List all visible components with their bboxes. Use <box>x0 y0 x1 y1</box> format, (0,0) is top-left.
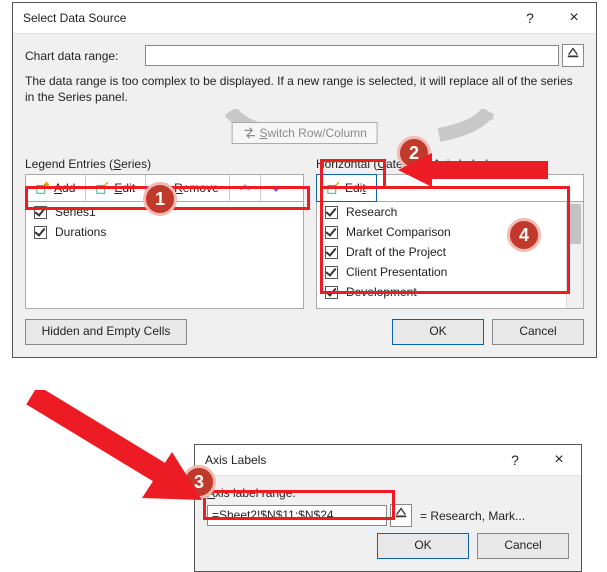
axis-labels-dialog: Axis Labels ? × Axis label range: =Sheet… <box>194 444 582 572</box>
close-button[interactable]: × <box>537 445 581 475</box>
axis-item-label: Market Comparison <box>346 225 451 239</box>
ok-button[interactable]: OK <box>377 533 469 559</box>
switch-icon <box>242 126 256 140</box>
list-item[interactable]: Research <box>317 202 567 222</box>
cancel-button[interactable]: Cancel <box>477 533 569 559</box>
add-label: dd <box>62 181 75 195</box>
dialog-body: Axis label range: =Sheet2!$N$11:$N$24 = … <box>195 476 581 571</box>
list-item[interactable]: Series1 <box>26 202 303 222</box>
axis-labels-header: Horizontal (Category) Axis Labels <box>316 157 584 171</box>
close-button[interactable]: × <box>552 3 596 33</box>
help-button[interactable]: ? <box>493 445 537 475</box>
axis-item-label: Draft of the Project <box>346 245 446 259</box>
list-item[interactable]: Client Presentation <box>317 262 567 282</box>
series-listbox[interactable]: Series1 Durations <box>25 202 304 309</box>
dialog-title: Select Data Source <box>13 11 508 25</box>
axis-listbox[interactable]: Research Market Comparison Draft of the … <box>316 202 584 309</box>
cancel-button[interactable]: Cancel <box>492 319 584 345</box>
switch-row-column-button: Switch Row/Column <box>231 122 378 144</box>
add-button[interactable]: Add <box>26 175 86 201</box>
range-picker-button[interactable] <box>390 504 412 527</box>
remove-label: emove <box>183 181 219 195</box>
dialog-footer: Hidden and Empty Cells OK Cancel <box>25 319 584 345</box>
checkbox[interactable] <box>34 226 47 239</box>
axis-range-preview: = Research, Mark... <box>420 509 525 523</box>
list-item[interactable]: Development <box>317 282 567 302</box>
checkbox[interactable] <box>325 286 338 299</box>
list-item[interactable]: Draft of the Project <box>317 242 567 262</box>
axis-item-label: Development <box>346 285 417 299</box>
remove-button[interactable]: Remove <box>146 175 230 201</box>
legend-entries-section: Legend Entries (Series) Add Edit Remove <box>25 157 304 309</box>
collapse-icon <box>566 45 580 59</box>
range-note: The data range is too complex to be disp… <box>25 73 584 105</box>
series-item-label: Durations <box>55 225 106 239</box>
columns: Legend Entries (Series) Add Edit Remove <box>25 157 584 309</box>
edit-label: dit <box>122 181 135 195</box>
checkbox[interactable] <box>325 226 338 239</box>
titlebar: Select Data Source ? × <box>13 3 596 34</box>
scrollbar[interactable] <box>566 202 583 308</box>
collapse-icon <box>394 505 408 519</box>
chevron-up-icon <box>238 181 252 195</box>
axis-item-label: Client Presentation <box>346 265 447 279</box>
select-data-source-dialog: Select Data Source ? × Chart data range:… <box>12 2 597 358</box>
series-item-label: Series1 <box>55 205 96 219</box>
move-up-button[interactable] <box>230 175 261 201</box>
checkbox[interactable] <box>325 266 338 279</box>
edit-axis-button[interactable]: Edit <box>316 174 377 202</box>
switch-row: Switch Row/Column <box>25 111 584 155</box>
ok-button[interactable]: OK <box>392 319 484 345</box>
axis-range-input[interactable]: =Sheet2!$N$11:$N$24 <box>207 505 387 526</box>
list-item[interactable]: Durations <box>26 222 303 242</box>
axis-range-label: Axis label range: <box>207 486 569 500</box>
help-button[interactable]: ? <box>508 3 552 33</box>
checkbox[interactable] <box>325 206 338 219</box>
checkbox[interactable] <box>325 246 338 259</box>
edit-icon <box>327 181 341 195</box>
axis-toolbar: Edit <box>316 174 584 202</box>
legend-entries-header: Legend Entries (Series) <box>25 157 304 171</box>
curve-right-icon <box>434 109 494 153</box>
chevron-down-icon <box>269 181 283 195</box>
annotation-arrow-3 <box>22 390 222 520</box>
move-down-button[interactable] <box>261 175 291 201</box>
remove-icon <box>156 181 170 195</box>
edit-series-button[interactable]: Edit <box>86 175 146 201</box>
edit-icon <box>96 181 110 195</box>
scrollbar-thumb[interactable] <box>569 204 581 244</box>
dialog-title: Axis Labels <box>195 453 493 467</box>
chart-range-label: Chart data range: <box>25 49 145 63</box>
range-picker-button[interactable] <box>562 44 584 67</box>
dialog-body: Chart data range: The data range is too … <box>13 34 596 357</box>
list-item[interactable]: Market Comparison <box>317 222 567 242</box>
series-toolbar: Add Edit Remove <box>25 174 304 202</box>
chart-range-input[interactable] <box>145 45 559 66</box>
hidden-empty-cells-button[interactable]: Hidden and Empty Cells <box>25 319 187 345</box>
axis-item-label: Research <box>346 205 397 219</box>
axis-labels-section: Horizontal (Category) Axis Labels Edit R… <box>316 157 584 309</box>
add-icon <box>36 181 50 195</box>
titlebar: Axis Labels ? × <box>195 445 581 476</box>
checkbox[interactable] <box>34 206 47 219</box>
